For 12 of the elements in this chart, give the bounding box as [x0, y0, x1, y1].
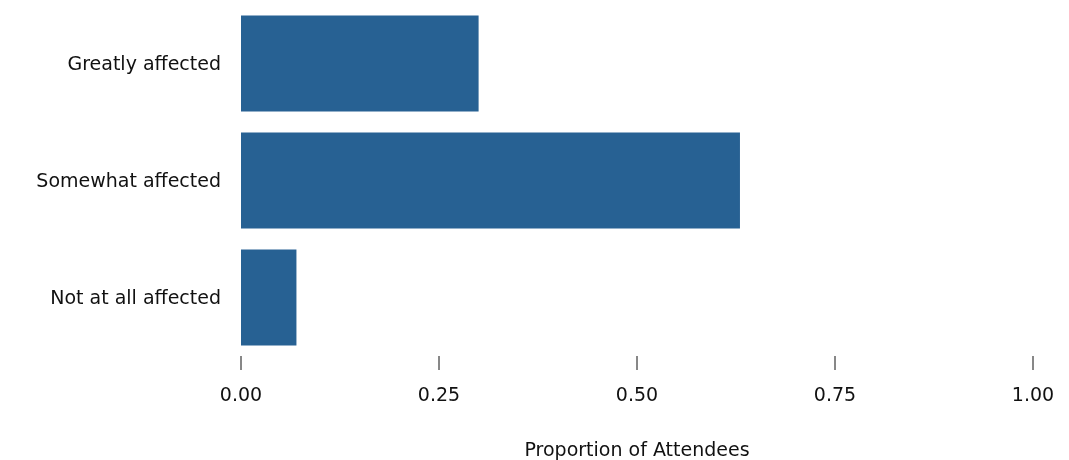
bar [241, 132, 740, 229]
x-tick-label: 0.25 [417, 383, 461, 406]
x-tick-label: 0.50 [615, 383, 659, 406]
x-tick-label: 0.75 [813, 383, 857, 406]
y-tick-label: Somewhat affected [36, 169, 221, 192]
x-tick-label: 0.00 [219, 383, 263, 406]
bar [241, 15, 479, 112]
y-tick-label: Not at all affected [50, 286, 221, 309]
x-tick-label: 1.00 [1011, 383, 1055, 406]
y-tick-label: Greatly affected [67, 52, 221, 75]
x-axis-title: Proportion of Attendees [524, 438, 750, 460]
bar [241, 249, 297, 346]
